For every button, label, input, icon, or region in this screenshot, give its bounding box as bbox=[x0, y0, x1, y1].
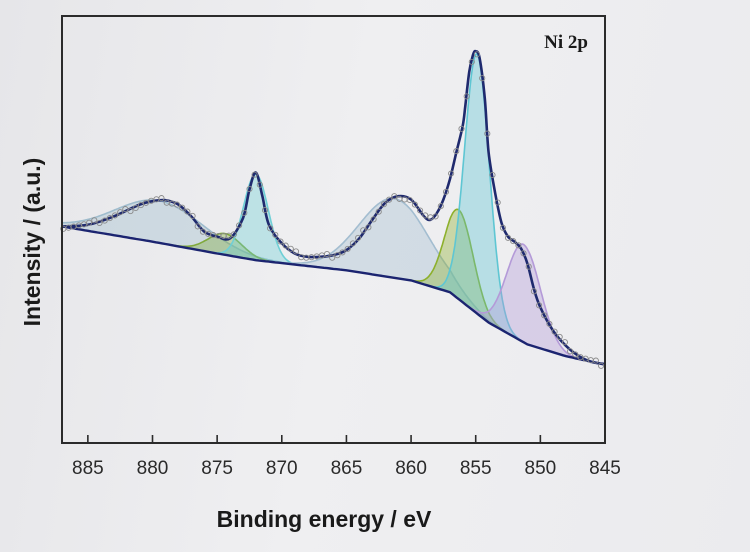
data-point bbox=[499, 224, 506, 231]
data-point bbox=[142, 199, 150, 206]
data-point bbox=[360, 227, 367, 234]
x-tick-label-860: 860 bbox=[395, 458, 427, 479]
data-point bbox=[380, 201, 387, 208]
data-point bbox=[479, 75, 486, 82]
background-line bbox=[61, 225, 606, 366]
data-point bbox=[422, 212, 429, 219]
data-point bbox=[329, 254, 336, 261]
data-point bbox=[96, 219, 103, 227]
data-point bbox=[411, 201, 418, 208]
data-point bbox=[520, 250, 527, 257]
data-point bbox=[86, 219, 93, 226]
data-point bbox=[525, 263, 532, 270]
data-point bbox=[365, 224, 372, 231]
data-point bbox=[334, 252, 341, 259]
data-point bbox=[473, 51, 481, 58]
data-point bbox=[251, 171, 258, 178]
data-point bbox=[344, 245, 351, 252]
data-point bbox=[199, 228, 206, 235]
data-point bbox=[106, 215, 113, 222]
data-point bbox=[406, 196, 413, 204]
data-point bbox=[287, 245, 294, 252]
data-point bbox=[386, 196, 393, 203]
data-point bbox=[132, 204, 139, 212]
data-point bbox=[241, 209, 248, 216]
data-point bbox=[598, 362, 605, 369]
data-point bbox=[261, 207, 269, 214]
data-point bbox=[510, 238, 517, 245]
data-point bbox=[541, 312, 548, 319]
data-point bbox=[272, 231, 279, 238]
data-point bbox=[437, 203, 444, 210]
data-point bbox=[442, 188, 450, 195]
experimental-points bbox=[60, 51, 605, 369]
data-point bbox=[515, 242, 522, 249]
data-point bbox=[417, 207, 424, 214]
x-tick-label-880: 880 bbox=[137, 458, 169, 479]
x-tick-label-885: 885 bbox=[72, 458, 104, 479]
data-point bbox=[484, 130, 491, 137]
data-point bbox=[323, 250, 331, 258]
data-point bbox=[494, 199, 501, 206]
data-point bbox=[556, 333, 563, 340]
data-point bbox=[339, 249, 346, 256]
data-point bbox=[267, 225, 274, 232]
plot-frame bbox=[61, 15, 606, 444]
x-tick-label-845: 845 bbox=[589, 458, 621, 479]
panel-label: Ni 2p bbox=[544, 32, 588, 53]
data-point bbox=[236, 222, 243, 229]
data-point bbox=[117, 209, 124, 216]
data-point bbox=[230, 231, 237, 238]
data-point bbox=[375, 208, 382, 215]
data-point bbox=[468, 58, 475, 65]
data-point bbox=[370, 216, 377, 223]
y-axis-title: Intensity / (a.u.) bbox=[19, 158, 45, 327]
data-point bbox=[256, 181, 263, 188]
x-tick-label-865: 865 bbox=[331, 458, 363, 479]
data-point bbox=[391, 193, 398, 200]
data-point bbox=[561, 339, 568, 346]
data-point bbox=[101, 217, 108, 224]
data-point bbox=[567, 348, 574, 355]
x-tick-label-875: 875 bbox=[201, 458, 233, 479]
data-point bbox=[127, 208, 134, 215]
data-point bbox=[458, 125, 465, 132]
data-point bbox=[572, 351, 579, 358]
data-point bbox=[91, 217, 98, 224]
data-point bbox=[463, 93, 470, 100]
data-point bbox=[453, 148, 460, 155]
data-point bbox=[432, 213, 439, 220]
x-axis-title: Binding energy / eV bbox=[217, 506, 432, 532]
data-point bbox=[551, 328, 558, 335]
data-point bbox=[282, 242, 289, 249]
data-point bbox=[448, 170, 455, 177]
data-point bbox=[277, 238, 284, 245]
data-point bbox=[292, 248, 300, 255]
data-point bbox=[355, 234, 362, 241]
data-point bbox=[158, 195, 165, 202]
data-point bbox=[489, 171, 496, 179]
x-axis-ticks: 885 880 875 870 865 860 855 850 845 bbox=[72, 435, 621, 479]
data-point bbox=[592, 357, 599, 364]
data-point bbox=[189, 212, 196, 219]
data-point bbox=[137, 202, 144, 209]
background-baseline bbox=[61, 225, 606, 366]
data-point bbox=[530, 288, 537, 295]
x-tick-label-870: 870 bbox=[266, 458, 298, 479]
data-point bbox=[504, 234, 512, 241]
data-point bbox=[179, 204, 186, 211]
data-point bbox=[184, 208, 191, 215]
data-point bbox=[111, 212, 119, 219]
data-point bbox=[536, 302, 543, 309]
data-point bbox=[246, 185, 253, 193]
x-tick-label-850: 850 bbox=[525, 458, 557, 479]
data-point bbox=[546, 320, 553, 327]
data-point bbox=[174, 201, 181, 208]
data-point bbox=[349, 240, 356, 247]
x-tick-label-855: 855 bbox=[460, 458, 492, 479]
data-point bbox=[194, 223, 201, 230]
data-point bbox=[122, 206, 129, 213]
